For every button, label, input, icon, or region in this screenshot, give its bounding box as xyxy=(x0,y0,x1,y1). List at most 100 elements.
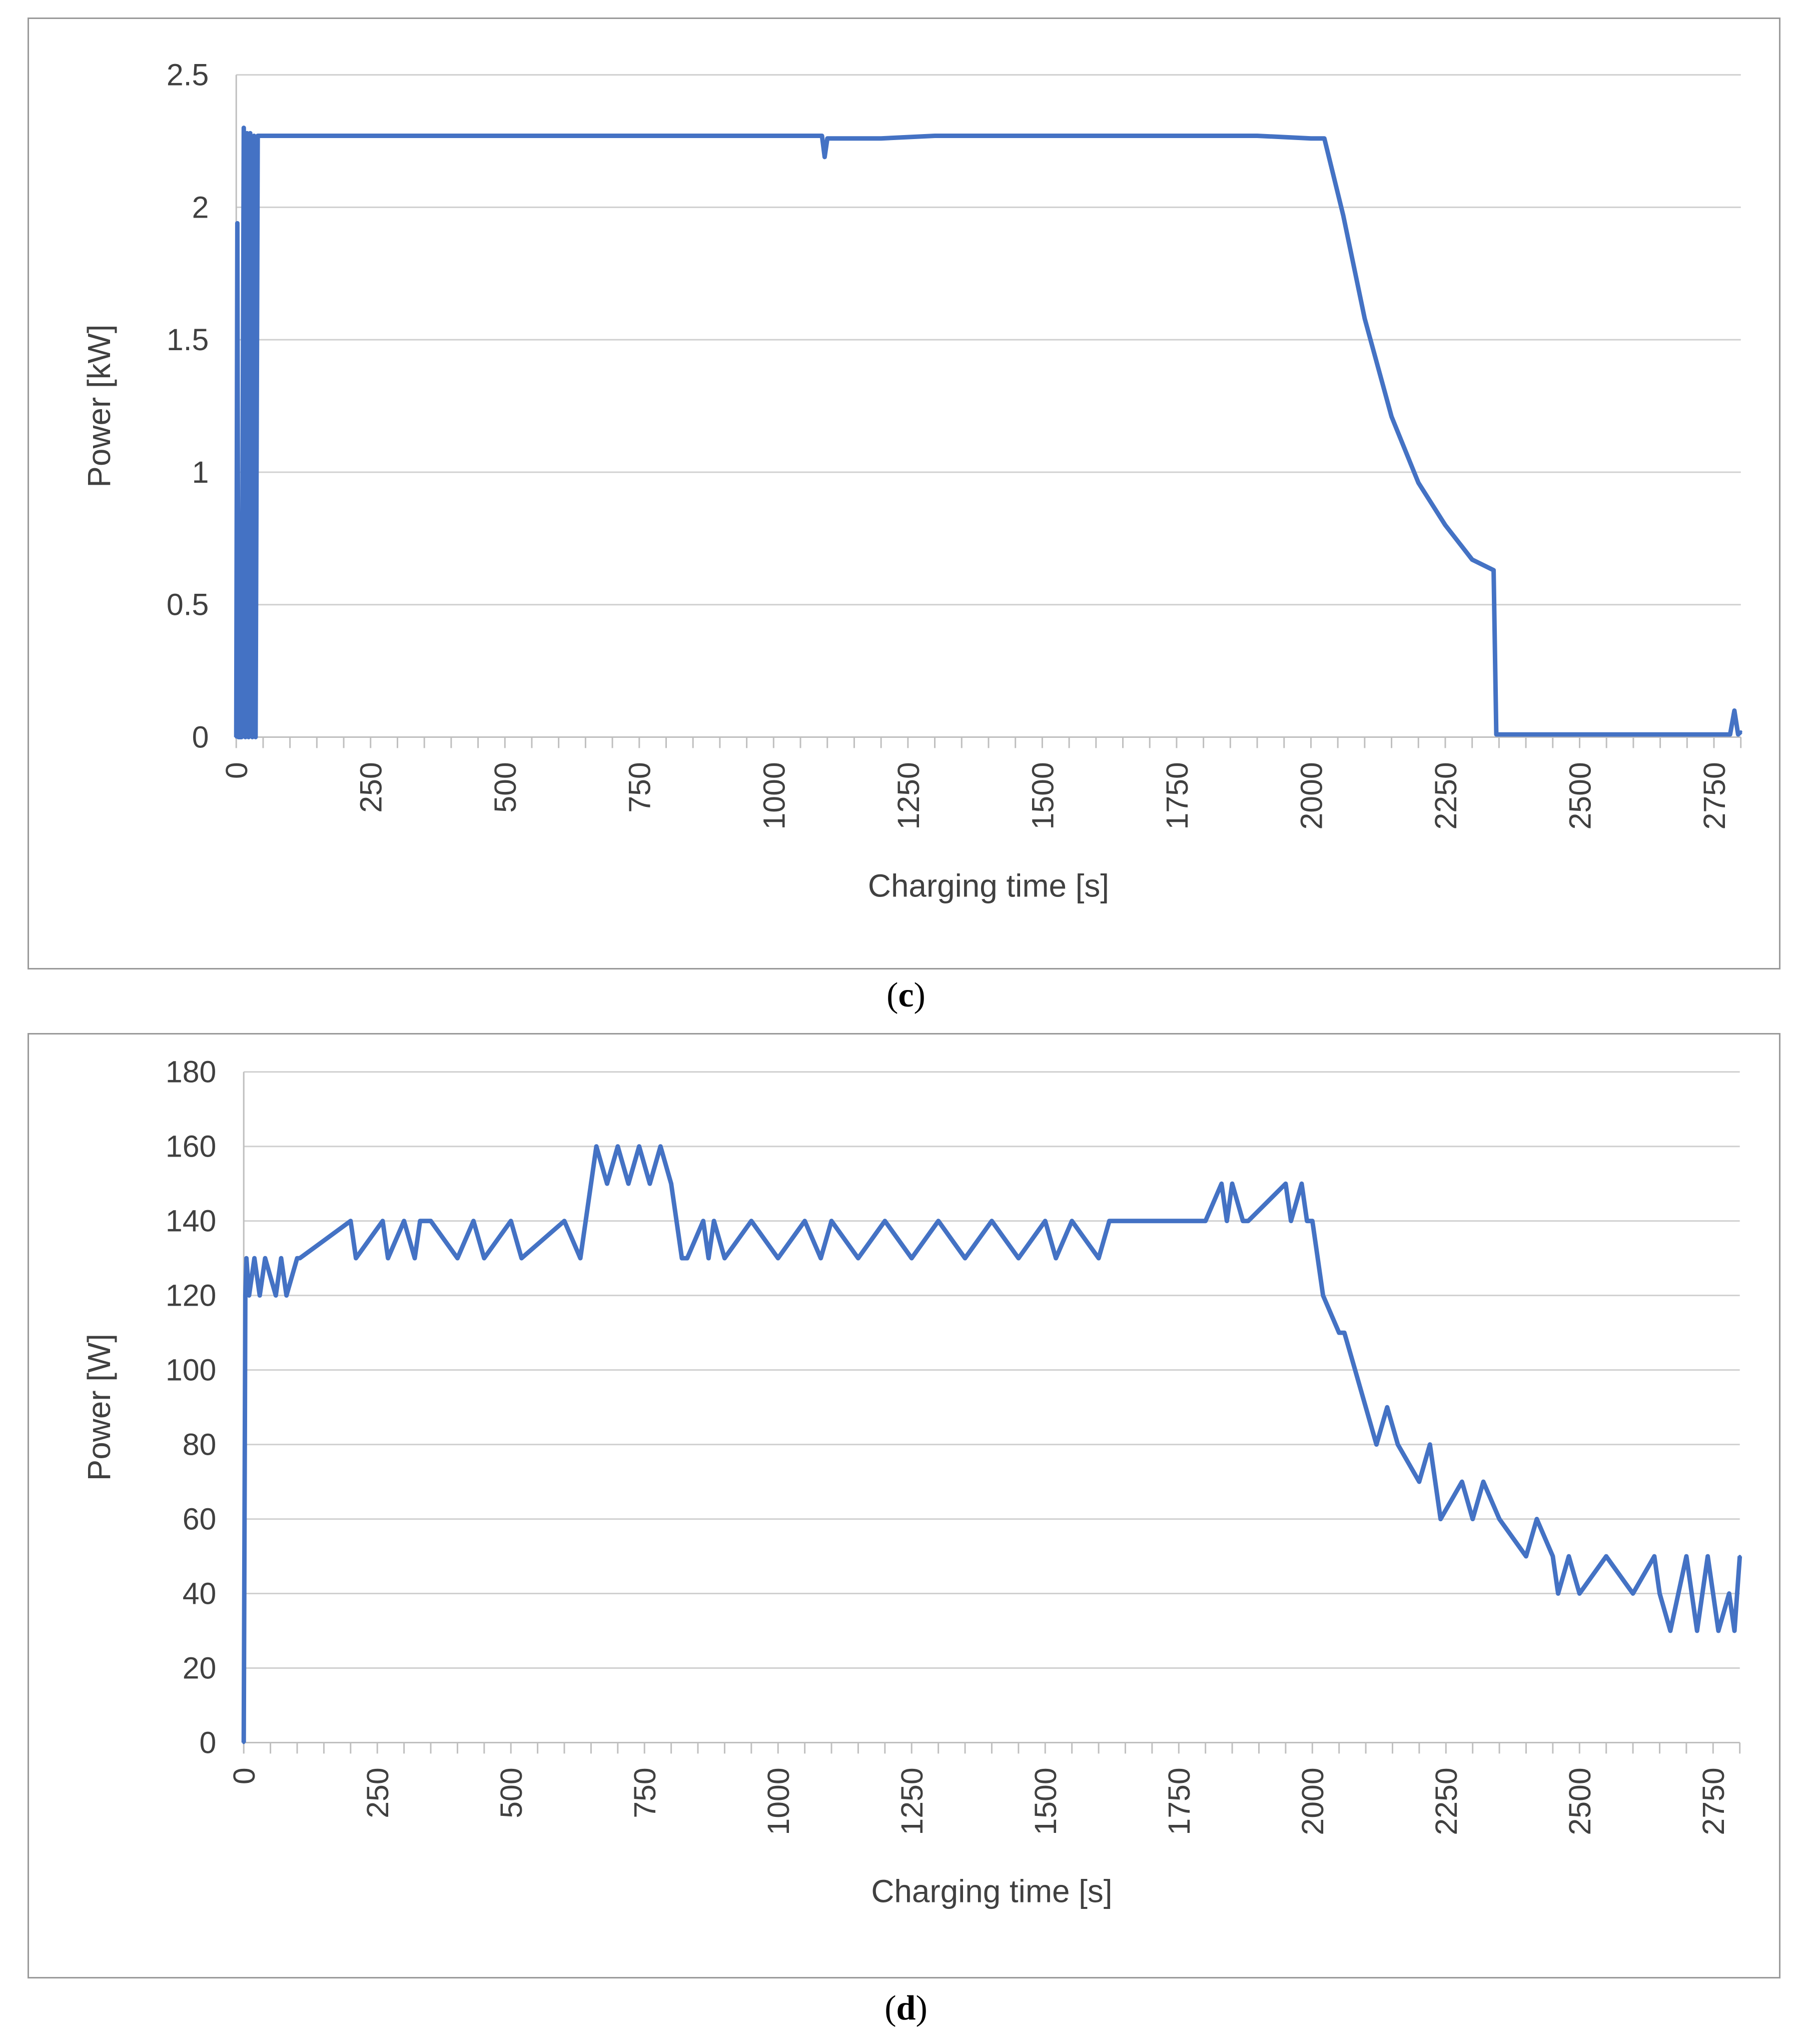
panel-c-data-point xyxy=(236,222,239,225)
panel-d-data-point xyxy=(279,1257,283,1260)
panel-d-data-point xyxy=(402,1219,406,1223)
panel-c-x-tick-label: 2500 xyxy=(1563,762,1597,829)
panel-d-data-point xyxy=(472,1219,475,1223)
panel-c-data-point xyxy=(1443,523,1447,527)
panel-d-data-point xyxy=(990,1219,994,1223)
panel-c-data-point xyxy=(342,134,346,138)
panel-d-data-point xyxy=(296,1257,299,1260)
panel-d-data-point xyxy=(1364,1406,1368,1409)
panel-d-data-point xyxy=(1738,1555,1741,1558)
panel-c-data-point xyxy=(825,137,829,140)
panel-c-data-point xyxy=(244,735,247,739)
panel-d-data-point xyxy=(244,1294,247,1297)
panel-d-data-point xyxy=(354,1257,358,1260)
panel-d-data-point xyxy=(349,1219,352,1223)
panel-d-data-point xyxy=(1567,1555,1570,1558)
panel-d-data-point xyxy=(285,1294,288,1297)
panel-d-data-point xyxy=(456,1257,459,1260)
panel-d-y-tick-label: 100 xyxy=(166,1353,216,1387)
panel-d-data-point xyxy=(482,1257,486,1260)
panel-d-data-point xyxy=(883,1219,886,1223)
panel-c-series-line xyxy=(234,126,1742,739)
panel-d-data-point xyxy=(1097,1257,1101,1260)
panel-c-x-tick-label: 0 xyxy=(220,762,254,779)
panel-d-data-point xyxy=(627,1182,630,1186)
panel-d-data-point xyxy=(1108,1219,1111,1223)
caption-c: (c) xyxy=(886,976,926,1014)
panel-c-data-point xyxy=(261,134,265,138)
panel-c-data-point xyxy=(1470,558,1474,561)
panel-d-data-point xyxy=(910,1257,914,1260)
panel-d-data-point xyxy=(680,1257,683,1260)
panel-d-data-point xyxy=(1337,1331,1341,1335)
panel-d-x-tick-label: 1500 xyxy=(1029,1767,1063,1835)
panel-d-data-point xyxy=(1556,1592,1560,1595)
panel-d-data-point xyxy=(1706,1555,1709,1558)
panel-d-data-point xyxy=(381,1219,384,1223)
panel-d-data-point xyxy=(263,1257,267,1260)
chart-panel-d: 0 20 40 60 80 100 120 140 160 180 0 250 500 750 1000 12… xyxy=(28,1033,1780,1978)
panel-d-y-tick-label: 160 xyxy=(166,1130,216,1164)
panel-d-x-tick-label: 2000 xyxy=(1296,1767,1330,1835)
panel-d-y-tick-label: 0 xyxy=(200,1725,217,1759)
chart-d: 0 20 40 60 80 100 120 140 160 180 0 250 500 750 1000 12… xyxy=(81,1055,1742,1909)
panel-d-data-point xyxy=(707,1257,710,1260)
panel-c-data-point xyxy=(1495,733,1498,736)
panel-c-data-point xyxy=(1497,733,1501,736)
panel-d-data-point xyxy=(1044,1219,1047,1223)
panel-c-data-point xyxy=(1524,733,1528,736)
panel-d-data-point xyxy=(1305,1219,1309,1223)
panel-d-data-point xyxy=(1070,1219,1074,1223)
panel-c-data-point xyxy=(242,126,246,130)
panel-c-data-point xyxy=(396,134,399,138)
panel-d-data-point xyxy=(1311,1219,1314,1223)
panel-d-data-point xyxy=(1604,1555,1608,1558)
panel-c-data-point xyxy=(1202,134,1205,138)
panel-d-data-point xyxy=(803,1219,806,1223)
panel-d-data-point xyxy=(1460,1480,1464,1484)
panel-c-x-tick-label: 750 xyxy=(623,762,657,812)
panel-d-data-point xyxy=(1428,1443,1432,1446)
panel-d-data-point xyxy=(563,1219,566,1223)
panel-d-data-point xyxy=(245,1257,248,1260)
panel-c-data-point xyxy=(1256,134,1259,138)
panel-d-y-tick-label: 180 xyxy=(166,1055,216,1089)
panel-d-data-point xyxy=(1289,1219,1293,1223)
panel-d-data-point xyxy=(1578,1592,1581,1595)
panel-d-x-tick-label: 500 xyxy=(494,1767,528,1818)
panel-c-data-point xyxy=(1685,733,1689,736)
panel-d-data-point xyxy=(669,1182,673,1186)
panel-d-data-point xyxy=(1471,1517,1474,1521)
panel-d-data-point xyxy=(964,1257,967,1260)
panel-c-x-tick-label: 2000 xyxy=(1294,762,1328,829)
panel-c-data-point xyxy=(1148,134,1152,138)
panel-c-data-point xyxy=(238,735,241,739)
panel-d-x-tick-label: 2250 xyxy=(1429,1767,1463,1835)
panel-d-data-point xyxy=(418,1219,422,1223)
panel-d-data-point xyxy=(685,1257,689,1260)
panel-d-data-point xyxy=(1631,1592,1635,1595)
panel-c-data-point xyxy=(251,735,254,739)
panel-d-x-axis-title: Charging time [s] xyxy=(871,1873,1112,1909)
panel-d-data-point xyxy=(749,1219,753,1223)
panel-d-data-point xyxy=(712,1219,716,1223)
panel-d-y-tick-label: 80 xyxy=(183,1428,217,1462)
panel-d-data-point xyxy=(429,1219,433,1223)
panel-d-data-point xyxy=(1439,1517,1442,1521)
panel-c-data-point xyxy=(1094,134,1098,138)
panel-d-data-point xyxy=(1695,1629,1699,1633)
panel-c-data-point xyxy=(1309,137,1313,140)
panel-d-data-point xyxy=(1054,1257,1058,1260)
panel-d-data-point xyxy=(605,1182,609,1186)
panel-d-data-point xyxy=(1150,1219,1154,1223)
panel-d-data-point xyxy=(1375,1443,1378,1446)
panel-d-data-point xyxy=(247,1294,251,1297)
panel-c-y-tick-label: 2.5 xyxy=(167,58,209,92)
panel-d-data-point xyxy=(701,1219,705,1223)
panel-c-x-tick-label: 500 xyxy=(488,762,522,812)
panel-c-data-point xyxy=(718,134,721,138)
panel-c-data-point xyxy=(249,132,252,135)
panel-d-y-tick-label: 40 xyxy=(183,1576,217,1610)
panel-d-data-point xyxy=(1658,1592,1661,1595)
panel-d-x-tick-label: 0 xyxy=(227,1767,261,1784)
